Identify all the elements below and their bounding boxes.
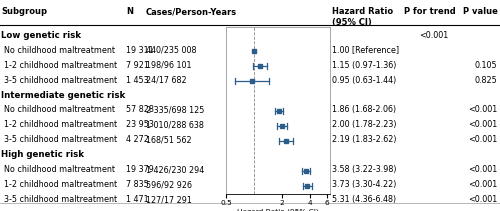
Text: 1 426/230 294: 1 426/230 294 — [146, 165, 204, 174]
Text: Cases/Person-Years: Cases/Person-Years — [146, 7, 237, 16]
Text: Intermediate genetic risk: Intermediate genetic risk — [1, 91, 126, 100]
Text: Hazard Ratio
(95% CI): Hazard Ratio (95% CI) — [332, 7, 392, 27]
Text: 2.19 (1.83-2.62): 2.19 (1.83-2.62) — [332, 135, 396, 145]
Text: <0.001: <0.001 — [468, 195, 498, 204]
Text: 127/17 291: 127/17 291 — [146, 195, 192, 204]
Text: 1 453: 1 453 — [126, 76, 148, 85]
Text: <0.001: <0.001 — [468, 106, 498, 115]
Text: Low genetic risk: Low genetic risk — [1, 31, 81, 40]
Text: 3.73 (3.30-4.22): 3.73 (3.30-4.22) — [332, 180, 396, 189]
Text: 19 311: 19 311 — [126, 46, 154, 55]
Text: <0.001: <0.001 — [468, 120, 498, 130]
Text: 1-2 childhood maltreatment: 1-2 childhood maltreatment — [4, 180, 117, 189]
Text: 440/235 008: 440/235 008 — [146, 46, 196, 55]
Text: 168/51 562: 168/51 562 — [146, 135, 192, 145]
Text: 1.00 [Reference]: 1.00 [Reference] — [332, 46, 398, 55]
Text: No childhood maltreatment: No childhood maltreatment — [4, 165, 115, 174]
Text: P for trend: P for trend — [404, 7, 456, 16]
Text: 19 379: 19 379 — [126, 165, 154, 174]
Text: 1-2 childhood maltreatment: 1-2 childhood maltreatment — [4, 61, 117, 70]
Text: 2.00 (1.78-2.23): 2.00 (1.78-2.23) — [332, 120, 396, 130]
Text: 596/92 926: 596/92 926 — [146, 180, 192, 189]
Text: 7 835: 7 835 — [126, 180, 149, 189]
Text: 1 010/288 638: 1 010/288 638 — [146, 120, 204, 130]
Text: 3-5 childhood maltreatment: 3-5 childhood maltreatment — [4, 76, 117, 85]
Text: Subgroup: Subgroup — [1, 7, 47, 16]
Text: 1.15 (0.97-1.36): 1.15 (0.97-1.36) — [332, 61, 396, 70]
Text: 3.58 (3.22-3.98): 3.58 (3.22-3.98) — [332, 165, 396, 174]
X-axis label: Hazard Ratio (95% CI): Hazard Ratio (95% CI) — [237, 208, 319, 211]
Text: N: N — [126, 7, 133, 16]
Text: 1-2 childhood maltreatment: 1-2 childhood maltreatment — [4, 120, 117, 130]
Text: 0.105: 0.105 — [475, 61, 498, 70]
Text: <0.001: <0.001 — [468, 180, 498, 189]
Text: <0.001: <0.001 — [419, 31, 448, 40]
Text: 3-5 childhood maltreatment: 3-5 childhood maltreatment — [4, 135, 117, 145]
Text: 57 828: 57 828 — [126, 106, 154, 115]
Text: 3-5 childhood maltreatment: 3-5 childhood maltreatment — [4, 195, 117, 204]
Text: 0.95 (0.63-1.44): 0.95 (0.63-1.44) — [332, 76, 396, 85]
Text: High genetic risk: High genetic risk — [1, 150, 84, 160]
Text: 4 272: 4 272 — [126, 135, 149, 145]
Text: <0.001: <0.001 — [468, 165, 498, 174]
Text: 24/17 682: 24/17 682 — [146, 76, 186, 85]
Text: 7 921: 7 921 — [126, 61, 149, 70]
Text: 1.86 (1.68-2.06): 1.86 (1.68-2.06) — [332, 106, 396, 115]
Text: 0.825: 0.825 — [475, 76, 498, 85]
Text: P value: P value — [462, 7, 498, 16]
Text: 2 335/698 125: 2 335/698 125 — [146, 106, 204, 115]
Text: No childhood maltreatment: No childhood maltreatment — [4, 46, 115, 55]
Text: 1 471: 1 471 — [126, 195, 148, 204]
Text: No childhood maltreatment: No childhood maltreatment — [4, 106, 115, 115]
Text: 23 953: 23 953 — [126, 120, 154, 130]
Text: <0.001: <0.001 — [468, 135, 498, 145]
Text: 198/96 101: 198/96 101 — [146, 61, 192, 70]
Text: 5.31 (4.36-6.48): 5.31 (4.36-6.48) — [332, 195, 396, 204]
